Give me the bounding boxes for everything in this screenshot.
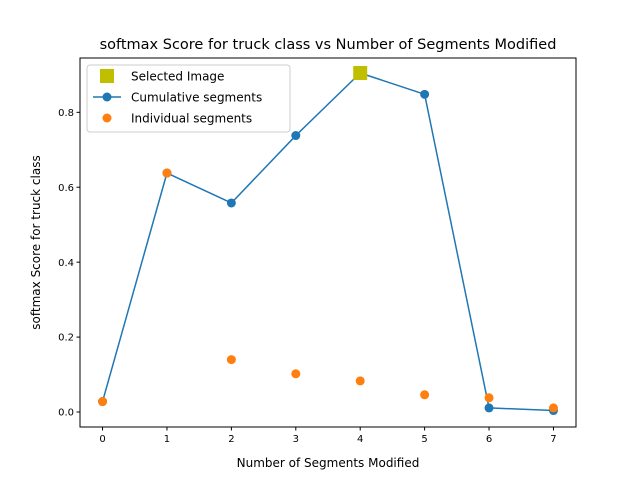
point-cumulative-segments	[226, 198, 236, 208]
y-tick-label: 0.8	[58, 108, 74, 119]
point-individual-segments	[226, 355, 236, 365]
legend-marker-selected-image	[100, 69, 114, 83]
x-tick-label: 5	[421, 434, 427, 445]
legend: Selected Image Cumulative segments Individ…	[86, 64, 291, 133]
point-selected-image	[353, 65, 368, 80]
legend-label: Selected Image	[131, 69, 224, 83]
legend-items: Selected Image Cumulative segments Individ…	[93, 69, 262, 125]
y-axis-label: softmax Score for truck class	[29, 155, 43, 329]
chart-title: softmax Score for truck class vs Number …	[100, 37, 557, 53]
x-tick-label: 4	[357, 434, 363, 445]
point-cumulative-segments	[420, 89, 430, 99]
y-tick-label: 0.2	[58, 333, 74, 344]
legend-box	[86, 64, 291, 133]
point-cumulative-segments	[291, 131, 301, 141]
legend-label: Cumulative segments	[131, 90, 262, 104]
x-tick-label: 0	[99, 434, 105, 445]
x-tick-label: 6	[486, 434, 492, 445]
point-individual-segments	[548, 403, 558, 413]
legend-marker-individual-segments	[102, 113, 112, 123]
x-tick-label: 1	[164, 434, 170, 445]
point-individual-segments	[355, 376, 365, 386]
x-tick-label: 7	[550, 434, 556, 445]
y-tick-label: 0.6	[58, 183, 74, 194]
x-tick-label: 2	[228, 434, 234, 445]
point-cumulative-segments	[484, 403, 494, 413]
x-axis-ticks: 0 1 2 3 4 5 6 7	[99, 427, 557, 445]
y-axis-ticks: 0.0 0.2 0.4 0.6 0.8	[58, 108, 80, 419]
x-axis-label: Number of Segments Modified	[237, 456, 420, 470]
point-individual-segments	[420, 390, 430, 400]
x-tick-label: 3	[293, 434, 299, 445]
y-tick-label: 0.4	[58, 258, 74, 269]
series-line-cumulative-segments	[101, 72, 554, 412]
legend-label: Individual segments	[131, 111, 252, 125]
legend-marker-cumulative-segments	[102, 92, 112, 102]
point-individual-segments	[291, 369, 301, 379]
series-layer	[98, 65, 558, 416]
y-tick-label: 0.0	[58, 408, 74, 419]
point-individual-segments	[162, 168, 172, 178]
point-individual-segments	[98, 397, 108, 407]
point-individual-segments	[484, 393, 494, 403]
